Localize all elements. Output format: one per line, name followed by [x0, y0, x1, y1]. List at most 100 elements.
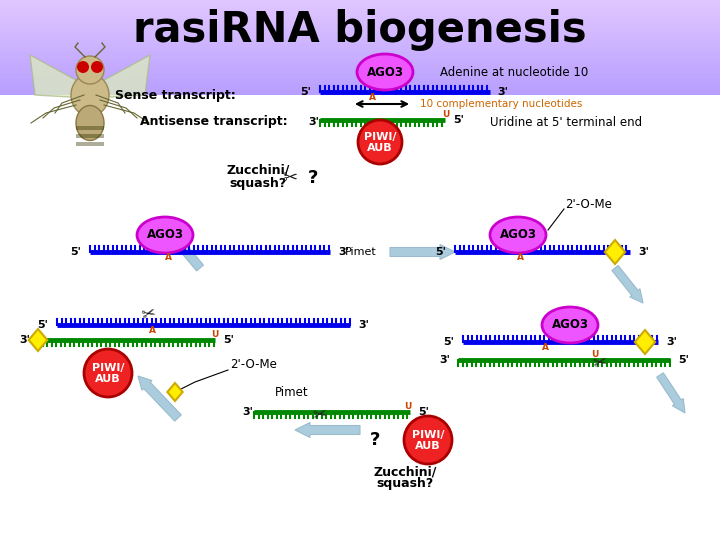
Bar — [0, 86, 720, 89]
Bar — [0, 49, 720, 51]
Polygon shape — [605, 240, 625, 264]
Text: AGO3: AGO3 — [366, 65, 403, 78]
Text: squash?: squash? — [377, 477, 433, 490]
Text: AUB: AUB — [367, 143, 393, 153]
Bar — [0, 11, 720, 12]
Text: 3': 3' — [497, 87, 508, 97]
Bar — [0, 4, 720, 6]
Bar — [0, 68, 720, 70]
Bar — [0, 28, 720, 30]
Bar — [0, 26, 720, 29]
Bar — [0, 80, 720, 82]
Text: PIWI/: PIWI/ — [364, 132, 396, 142]
Text: 3': 3' — [439, 355, 450, 365]
Text: 5': 5' — [453, 115, 464, 125]
Bar — [0, 63, 720, 65]
Text: U: U — [442, 110, 450, 119]
Text: 5': 5' — [678, 355, 689, 365]
Text: ✂: ✂ — [592, 352, 608, 372]
FancyArrow shape — [657, 373, 685, 413]
Text: Uridine at 5' terminal end: Uridine at 5' terminal end — [490, 116, 642, 129]
Polygon shape — [29, 329, 48, 351]
Polygon shape — [635, 330, 655, 354]
Bar — [0, 44, 720, 46]
Polygon shape — [95, 55, 150, 97]
Text: ✂: ✂ — [282, 169, 297, 187]
Text: A: A — [148, 326, 156, 335]
Text: 5': 5' — [70, 247, 81, 257]
Circle shape — [91, 61, 103, 73]
Text: 5': 5' — [223, 335, 234, 345]
Bar — [0, 15, 720, 17]
Bar — [0, 93, 720, 95]
Circle shape — [404, 416, 452, 464]
Text: rasiRNA biogenesis: rasiRNA biogenesis — [133, 9, 587, 51]
Bar — [0, 88, 720, 90]
Text: AUB: AUB — [95, 374, 121, 384]
Text: 5': 5' — [418, 407, 429, 417]
Bar — [0, 6, 720, 8]
Bar — [0, 79, 720, 81]
Text: Zucchini/: Zucchini/ — [373, 465, 437, 478]
Text: 3': 3' — [308, 117, 319, 127]
Bar — [0, 47, 720, 49]
Text: Sense transcript:: Sense transcript: — [114, 89, 235, 102]
Text: 3': 3' — [358, 320, 369, 330]
Bar — [0, 36, 720, 38]
Bar — [0, 30, 720, 32]
Bar — [0, 18, 720, 21]
Bar — [0, 69, 720, 71]
FancyArrow shape — [138, 376, 181, 421]
Bar — [0, 82, 720, 84]
Bar — [0, 52, 720, 54]
FancyArrow shape — [165, 226, 204, 271]
Bar — [0, 22, 720, 24]
Bar — [0, 25, 720, 27]
Polygon shape — [167, 383, 183, 401]
Text: 3': 3' — [338, 247, 349, 257]
Bar — [0, 20, 720, 22]
Bar — [0, 90, 720, 92]
Bar — [0, 35, 720, 36]
Bar — [0, 83, 720, 85]
Bar — [0, 59, 720, 62]
Bar — [0, 0, 720, 2]
Bar — [0, 71, 720, 73]
Ellipse shape — [137, 217, 193, 253]
Bar — [0, 45, 720, 48]
Text: ?: ? — [370, 431, 380, 449]
Circle shape — [358, 120, 402, 164]
Circle shape — [77, 61, 89, 73]
Bar — [76, 126, 104, 130]
Text: 3': 3' — [638, 247, 649, 257]
Text: AGO3: AGO3 — [552, 319, 588, 332]
Bar — [0, 42, 720, 44]
Text: Antisense transcript:: Antisense transcript: — [140, 116, 287, 129]
Bar — [76, 142, 104, 146]
Ellipse shape — [357, 54, 413, 90]
Text: 3': 3' — [242, 407, 253, 417]
Bar — [0, 85, 720, 87]
Text: squash?: squash? — [230, 178, 287, 191]
Text: ?: ? — [308, 169, 318, 187]
Text: 5': 5' — [435, 247, 446, 257]
Text: 5': 5' — [37, 320, 48, 330]
Text: Zucchini/: Zucchini/ — [226, 164, 289, 177]
Text: 5': 5' — [300, 87, 311, 97]
Bar — [0, 12, 720, 14]
Bar — [0, 72, 720, 75]
Bar — [0, 1, 720, 3]
Text: PIWI/: PIWI/ — [91, 363, 125, 373]
Text: Adenine at nucleotide 10: Adenine at nucleotide 10 — [440, 65, 588, 78]
Bar — [0, 57, 720, 58]
Text: AGO3: AGO3 — [146, 228, 184, 241]
Text: 2'-O-Me: 2'-O-Me — [230, 359, 277, 372]
Text: 3': 3' — [666, 337, 677, 347]
Text: U: U — [211, 330, 219, 339]
Bar — [0, 55, 720, 57]
Bar — [0, 37, 720, 39]
Circle shape — [76, 56, 104, 84]
Bar — [0, 8, 720, 10]
Bar — [0, 76, 720, 78]
Text: Pimet: Pimet — [275, 386, 309, 399]
